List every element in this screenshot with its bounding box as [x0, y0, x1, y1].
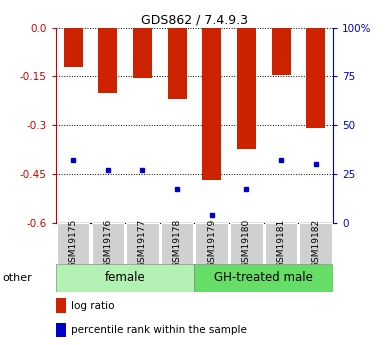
Bar: [196, 223, 228, 264]
Bar: [306, 28, 325, 128]
Bar: [92, 223, 124, 264]
Bar: [230, 223, 263, 264]
Bar: [167, 28, 187, 99]
Bar: [64, 28, 83, 67]
Text: GSM19181: GSM19181: [276, 219, 286, 268]
Text: GSM19182: GSM19182: [311, 219, 320, 268]
Bar: [271, 28, 291, 75]
Bar: [194, 264, 333, 292]
Text: other: other: [2, 274, 32, 283]
Bar: [57, 223, 89, 264]
Bar: [300, 223, 332, 264]
Bar: [126, 223, 159, 264]
Bar: [56, 323, 65, 337]
Title: GDS862 / 7.4.9.3: GDS862 / 7.4.9.3: [141, 13, 248, 27]
Text: GSM19175: GSM19175: [69, 219, 78, 268]
Bar: [265, 223, 297, 264]
Bar: [56, 298, 65, 313]
Bar: [56, 264, 194, 292]
Text: GSM19179: GSM19179: [207, 219, 216, 268]
Text: GH-treated male: GH-treated male: [214, 271, 313, 284]
Text: GSM19176: GSM19176: [103, 219, 112, 268]
Text: GSM19180: GSM19180: [242, 219, 251, 268]
Bar: [161, 223, 193, 264]
Text: percentile rank within the sample: percentile rank within the sample: [71, 325, 247, 335]
Text: GSM19178: GSM19178: [172, 219, 182, 268]
Bar: [237, 28, 256, 149]
Text: female: female: [105, 271, 146, 284]
Bar: [202, 28, 221, 180]
Text: log ratio: log ratio: [71, 301, 115, 310]
Bar: [98, 28, 117, 92]
Text: GSM19177: GSM19177: [138, 219, 147, 268]
Bar: [133, 28, 152, 78]
